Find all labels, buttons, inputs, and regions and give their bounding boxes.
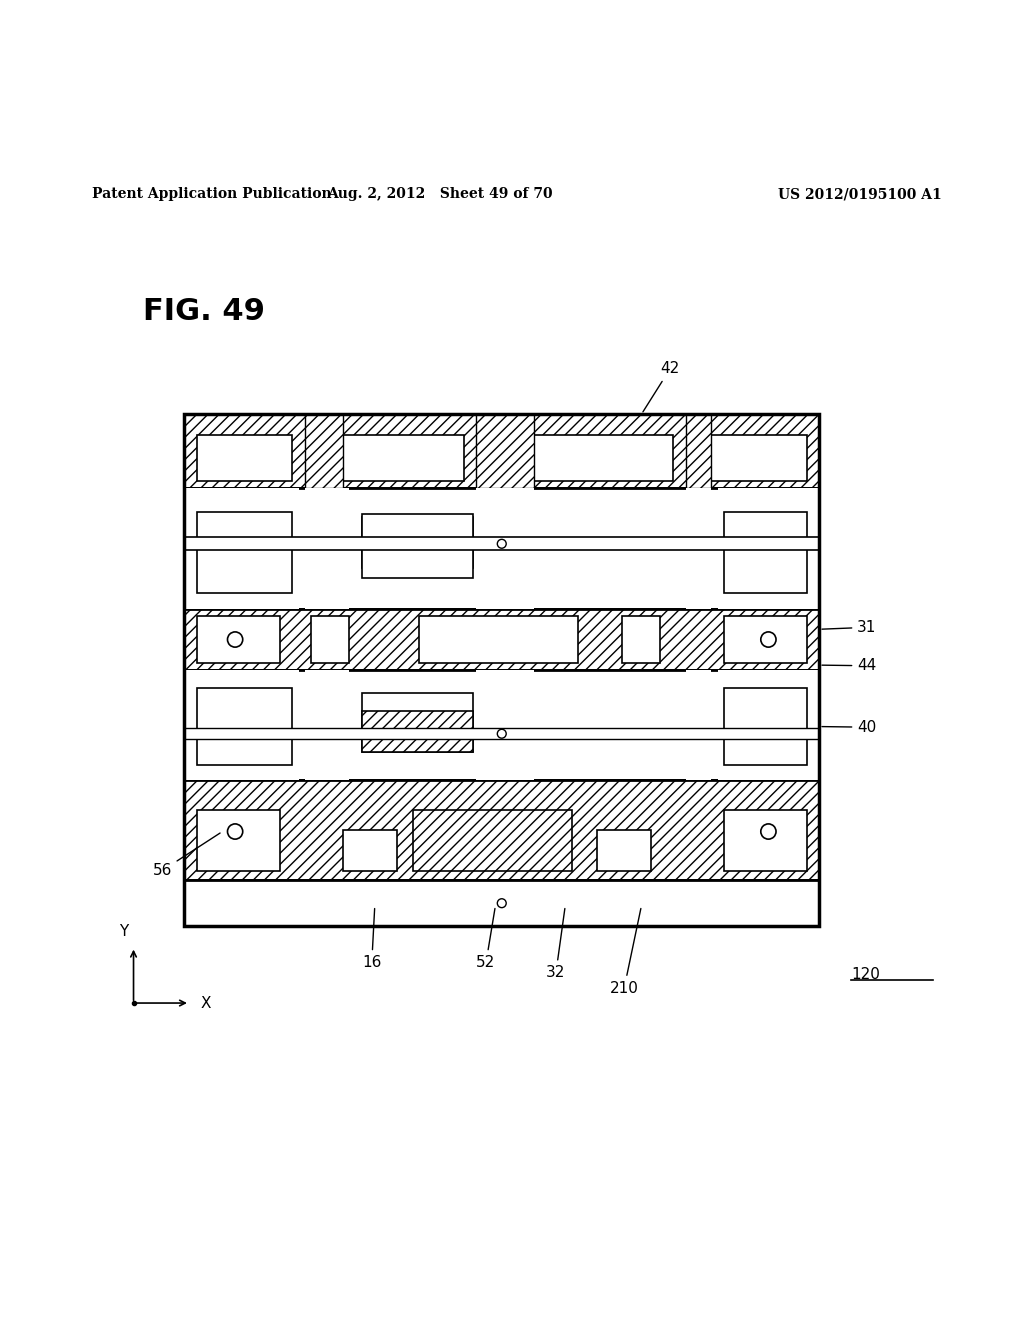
Text: 16: 16	[362, 908, 382, 970]
Bar	[686, 488, 712, 609]
Text: 120: 120	[851, 968, 880, 982]
Bar	[197, 616, 280, 663]
Circle shape	[498, 540, 506, 548]
Text: 40: 40	[822, 719, 877, 735]
Text: X: X	[200, 997, 211, 1011]
Bar	[476, 488, 534, 609]
Bar	[311, 616, 349, 663]
Circle shape	[761, 632, 776, 647]
Bar	[343, 830, 397, 871]
Bar	[184, 671, 819, 780]
Bar	[184, 414, 819, 488]
Bar	[419, 616, 578, 663]
Bar	[413, 810, 571, 871]
Bar	[718, 488, 819, 609]
Bar	[184, 880, 819, 927]
Circle shape	[498, 899, 506, 908]
Bar	[184, 729, 819, 739]
Bar	[362, 516, 473, 568]
Bar	[724, 616, 807, 663]
Bar	[197, 688, 292, 766]
Bar	[305, 671, 349, 780]
Bar	[305, 414, 343, 488]
Bar	[184, 488, 299, 609]
Text: Aug. 2, 2012   Sheet 49 of 70: Aug. 2, 2012 Sheet 49 of 70	[328, 187, 553, 201]
Bar	[197, 434, 292, 480]
Bar	[362, 711, 473, 752]
Circle shape	[227, 824, 243, 840]
Bar	[197, 512, 292, 594]
Bar	[184, 414, 819, 927]
Text: Patent Application Publication: Patent Application Publication	[92, 187, 332, 201]
Bar	[724, 810, 807, 871]
Bar	[686, 414, 712, 488]
Bar	[712, 434, 807, 480]
Bar	[305, 488, 349, 609]
Bar	[534, 434, 673, 480]
Bar	[623, 616, 660, 663]
Bar	[476, 414, 534, 488]
Bar	[324, 434, 464, 480]
Circle shape	[227, 632, 243, 647]
Bar	[197, 810, 280, 871]
Text: 42: 42	[643, 362, 680, 412]
Bar	[724, 512, 807, 594]
Bar	[184, 414, 819, 927]
Text: 31: 31	[822, 620, 877, 635]
Text: 52: 52	[476, 908, 496, 970]
Text: Y: Y	[119, 924, 128, 940]
Bar	[718, 671, 819, 780]
Text: 32: 32	[546, 908, 565, 981]
Circle shape	[761, 824, 776, 840]
Bar	[184, 671, 299, 780]
Text: 44: 44	[822, 659, 877, 673]
Circle shape	[498, 729, 506, 738]
Bar	[184, 537, 819, 550]
Bar	[362, 693, 473, 752]
Text: 56: 56	[153, 833, 220, 878]
Text: FIG. 49: FIG. 49	[143, 297, 265, 326]
Bar	[724, 688, 807, 766]
Bar	[686, 671, 712, 780]
Bar	[362, 513, 473, 578]
Bar	[184, 609, 819, 671]
Bar	[476, 671, 534, 780]
Bar	[597, 830, 651, 871]
Bar	[184, 488, 819, 609]
Text: US 2012/0195100 A1: US 2012/0195100 A1	[778, 187, 942, 201]
Bar	[184, 780, 819, 880]
Text: 210: 210	[609, 908, 641, 995]
